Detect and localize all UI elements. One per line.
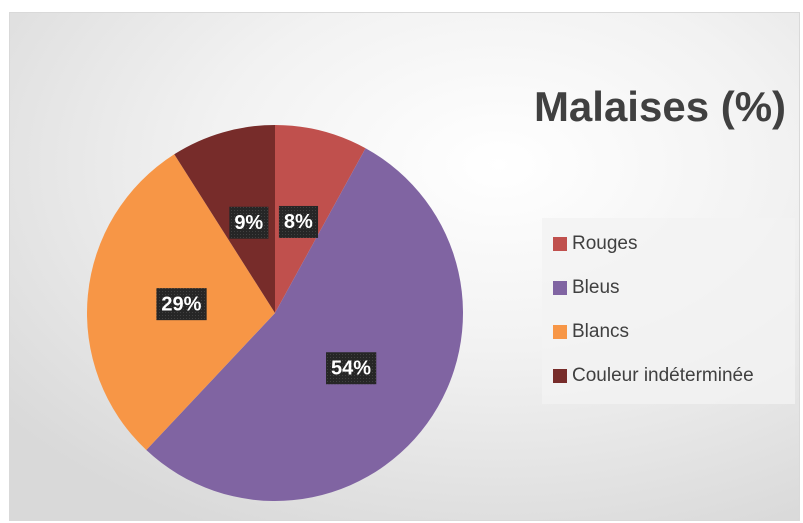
data-label-box bbox=[229, 206, 269, 239]
data-label: 54% bbox=[331, 358, 371, 380]
legend-box bbox=[542, 218, 795, 404]
pie-slice bbox=[174, 125, 275, 313]
data-label: 8% bbox=[284, 211, 313, 233]
legend-label: Bleus bbox=[572, 277, 620, 298]
legend-swatch bbox=[553, 325, 567, 339]
legend-swatch bbox=[553, 237, 567, 251]
data-label-box bbox=[278, 205, 319, 238]
legend-label: Rouges bbox=[572, 233, 638, 254]
chart-title: Malaises (%) bbox=[534, 83, 786, 130]
pie-slice bbox=[146, 148, 463, 502]
legend-swatch bbox=[553, 281, 567, 295]
data-label-box bbox=[326, 352, 377, 385]
data-label-box bbox=[156, 288, 207, 321]
legend-label: Couleur indéterminée bbox=[572, 365, 754, 386]
pie-slice bbox=[275, 125, 366, 313]
legend-swatch bbox=[553, 369, 567, 383]
legend-label: Blancs bbox=[572, 321, 629, 342]
data-label: 9% bbox=[234, 212, 263, 234]
data-label: 29% bbox=[161, 293, 201, 315]
